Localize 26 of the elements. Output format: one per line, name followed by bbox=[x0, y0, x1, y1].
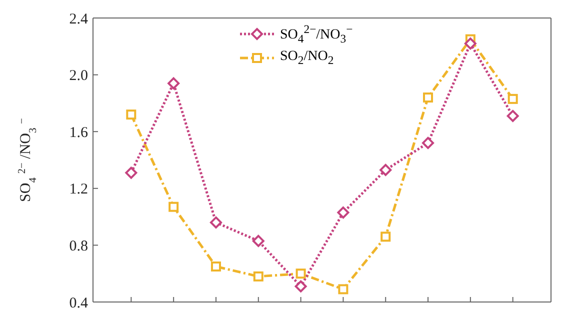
point bbox=[296, 268, 306, 279]
y-tick-label: 1.2 bbox=[69, 182, 88, 198]
point bbox=[294, 280, 307, 292]
point bbox=[210, 262, 221, 272]
point bbox=[168, 202, 179, 212]
point bbox=[337, 206, 350, 219]
y-tick-label: 0.8 bbox=[69, 238, 88, 255]
point bbox=[338, 284, 348, 294]
point bbox=[506, 110, 519, 122]
point bbox=[168, 77, 180, 90]
point bbox=[422, 136, 434, 149]
point bbox=[252, 234, 264, 247]
point bbox=[423, 92, 434, 103]
point bbox=[253, 271, 264, 282]
point bbox=[464, 38, 476, 50]
point bbox=[126, 110, 136, 120]
point bbox=[210, 216, 222, 228]
legend-label: SO$_{2}$/NO$_{2}$ bbox=[280, 49, 334, 67]
y-tick-label: 0.4 bbox=[69, 295, 88, 312]
point bbox=[380, 164, 392, 176]
point bbox=[125, 166, 138, 179]
point bbox=[380, 232, 391, 242]
point bbox=[508, 94, 518, 104]
y-tick-label: 1.6 bbox=[69, 124, 88, 141]
y-tick-label: 2.4 bbox=[69, 11, 88, 28]
y-tick-label: 2.0 bbox=[69, 68, 88, 84]
